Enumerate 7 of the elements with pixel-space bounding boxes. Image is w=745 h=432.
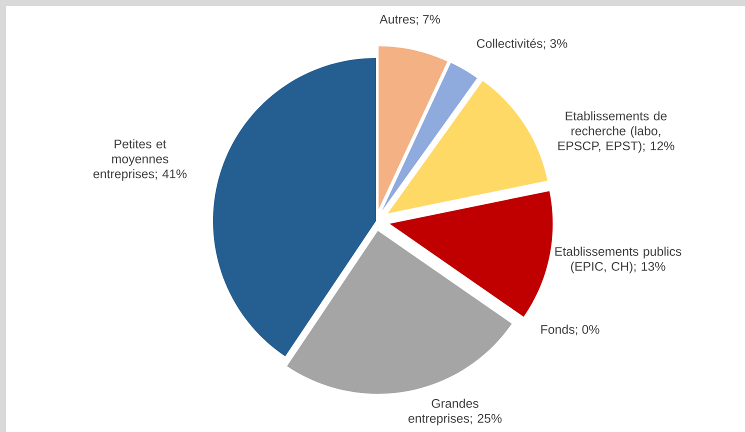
slice-label: Collectivités; 3% (476, 38, 568, 50)
slice-label: Grandes entreprises; 25% (408, 398, 502, 426)
slice-label: Etablissements publics (EPIC, CH); 13% (555, 246, 682, 274)
slice-label: Petites et moyennes entreprises; 41% (93, 139, 187, 181)
category-label: Fonds; 0% (541, 324, 600, 336)
slice-label: Autres; 7% (380, 14, 440, 26)
slice-label: Etablissements de recherche (labo, EPSCP, EPST); 12% (558, 111, 674, 153)
